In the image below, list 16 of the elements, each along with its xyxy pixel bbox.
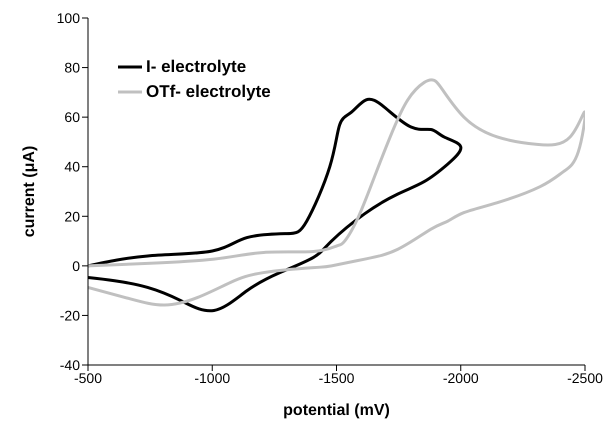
x-tick-label: -1000 <box>194 370 230 386</box>
legend-label: OTf- electrolyte <box>146 81 271 103</box>
y-tick-label: 100 <box>56 10 80 26</box>
line-series <box>88 78 585 307</box>
y-tick-label: 60 <box>64 109 80 126</box>
x-axis-title: potential (mV) <box>283 402 390 419</box>
legend-label: I- electrolyte <box>146 56 246 78</box>
x-tick-label: -2000 <box>442 370 479 386</box>
y-tick-label: 80 <box>64 60 80 76</box>
y-tick-label: 40 <box>64 158 80 175</box>
y-tick-label: 0 <box>72 258 80 274</box>
y-tick-label: 20 <box>64 208 80 224</box>
x-tick-label: -2500 <box>567 370 604 386</box>
x-tick-label: -1500 <box>318 370 355 386</box>
y-tick-label: -20 <box>60 307 80 324</box>
y-axis-title: current (μA) <box>21 146 38 238</box>
